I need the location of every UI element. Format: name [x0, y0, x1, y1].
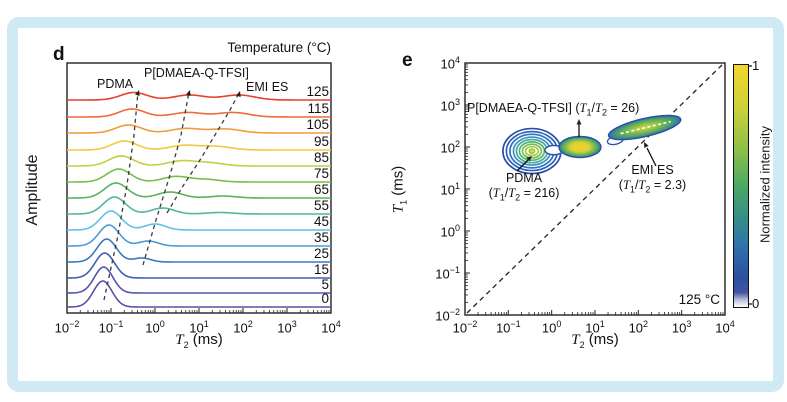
pdma-arrowhead	[526, 156, 532, 162]
peak-track-line-0	[103, 91, 139, 301]
relaxation-curve-105C	[67, 124, 331, 134]
relaxation-curve-115C	[67, 108, 331, 118]
relaxation-curve-75C	[67, 168, 331, 183]
colorbar-min-label: 0	[752, 296, 760, 311]
panel-e-y-tick-10e1: 101	[440, 181, 460, 198]
panel-e-y-tick-10e-2: 10−2	[435, 307, 460, 324]
temperature-label-115: 115	[307, 101, 329, 116]
panel-e-letter: e	[402, 50, 413, 71]
temperature-label-45: 45	[313, 214, 329, 229]
panel-e-y-tick-10e3: 103	[440, 97, 460, 114]
relaxation-curve-5C	[66, 266, 331, 294]
panel-d-y-axis-label: Amplitude	[24, 154, 41, 226]
peak-track-arrowhead-2	[236, 91, 241, 97]
panel-d-x-tick-10e0: 100	[145, 319, 165, 336]
peak-track-line-1	[142, 91, 190, 266]
temperature-label-25: 25	[313, 246, 329, 261]
relaxation-curve-15C	[66, 252, 331, 279]
pdma-arrow-line	[516, 159, 529, 172]
relaxation-curve-55C	[67, 196, 331, 215]
panel-e-y-tick-10e4: 104	[440, 55, 460, 72]
panel-e-y-tick-10e2: 102	[440, 139, 460, 156]
temperature-label-95: 95	[313, 134, 329, 149]
pdma-contour-core	[528, 148, 536, 154]
temperature-label-125: 125	[306, 84, 329, 99]
panel-e-y-tick-10e0: 100	[440, 223, 460, 240]
figure-card	[7, 17, 784, 392]
panel-d-x-tick-10e4: 104	[321, 319, 341, 336]
relaxation-curve-125C	[67, 91, 331, 101]
panel-e-x-tick-10e0: 100	[541, 319, 562, 336]
pdma-contour-ring-7	[524, 145, 540, 157]
panel-d-letter: d	[53, 44, 65, 65]
colorbar	[733, 64, 749, 308]
temperature-label-65: 65	[313, 182, 329, 197]
panel-d-x-tick-10e-1: 10−1	[98, 319, 124, 336]
panel-d-annotation-emies: EMI ES	[246, 80, 289, 94]
panel-e-annotation-pdma: PDMA (T1/T2 = 216)	[488, 171, 560, 203]
panel-e-y-tick-10e-1: 10−1	[435, 265, 460, 282]
panel-e-x-tick-10e-1: 10−1	[495, 319, 521, 336]
pdmaea-arrowhead	[576, 119, 582, 125]
relaxation-curve-95C	[67, 140, 331, 151]
temperature-label-105: 105	[306, 117, 329, 132]
temperature-label-85: 85	[313, 150, 329, 165]
panel-d-x-tick-10e3: 103	[277, 319, 297, 336]
emies-arrowhead	[644, 142, 649, 148]
panel-e-annotation-emies: EMI ES (T1/T2 = 2.3)	[618, 163, 687, 195]
panel-e-x-tick-10e1: 101	[585, 319, 605, 336]
temperature-label-75: 75	[313, 166, 329, 181]
panel-d-x-tick-10e2: 102	[233, 319, 253, 336]
temperature-label-5: 5	[321, 277, 329, 292]
panel-d-x-tick-10e-2: 10−2	[54, 319, 80, 336]
relaxation-curve-65C	[67, 182, 331, 199]
panel-d-x-tick-10e1: 101	[189, 319, 209, 336]
panel-e-annotation-pdmaea: P[DMAEA-Q-TFSI] (T1/T2 = 26)	[467, 101, 640, 118]
temperature-label-0: 0	[321, 291, 329, 306]
temperature-label-35: 35	[313, 230, 329, 245]
colorbar-title: Normalized intensity	[757, 125, 773, 244]
panel-e-x-axis-label: T2 (ms)	[571, 331, 619, 350]
panel-e-x-tick-10e-2: 10−2	[452, 319, 478, 336]
emies-arrow-line	[646, 147, 657, 167]
panel-e-x-tick-10e2: 102	[628, 319, 649, 336]
temperature-label-15: 15	[313, 262, 329, 277]
pdmaea-contour-lobe	[558, 135, 602, 159]
panel-e-x-tick-10e4: 104	[715, 319, 735, 336]
temperature-label-55: 55	[313, 198, 329, 213]
panel-d-temperature-header: Temperature (°C)	[227, 40, 331, 55]
panel-d-annotation-pdma: PDMA	[97, 77, 134, 91]
panel-e-temperature-note: 125 °C	[678, 292, 720, 307]
relaxation-curve-25C	[67, 238, 331, 263]
pdma-contour-ring-6	[521, 143, 543, 159]
peak-track-line-2	[166, 92, 240, 214]
relaxation-curve-45C	[66, 210, 331, 231]
panel-d-x-axis-label: T2 (ms)	[175, 331, 223, 350]
relaxation-curve-35C	[66, 224, 331, 247]
relaxation-curve-0C	[66, 280, 331, 308]
colorbar-max-label: 1	[752, 58, 760, 73]
panel-d-annotation-pdmaea: P[DMAEA-Q-TFSI]	[144, 66, 249, 80]
peak-track-arrowhead-1	[186, 90, 191, 96]
panel-e-x-tick-10e3: 103	[671, 319, 692, 336]
peak-track-arrowhead-0	[135, 90, 140, 96]
